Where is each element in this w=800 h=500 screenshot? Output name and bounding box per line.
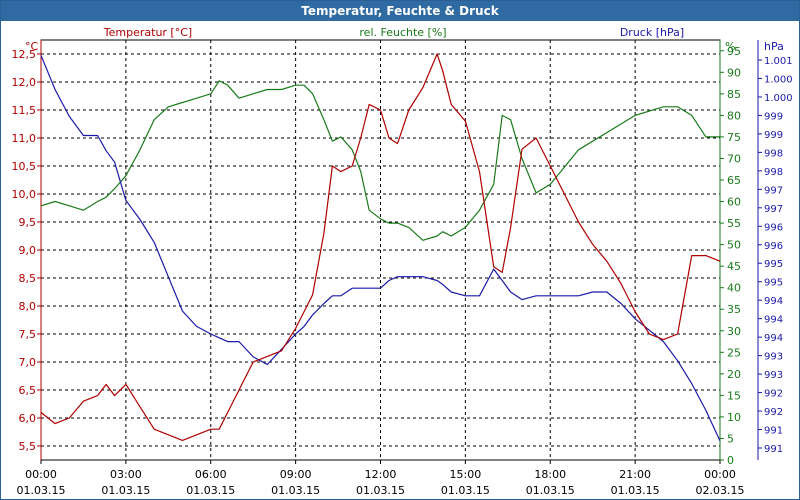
temperature-tick-label: 6,5 [19, 384, 37, 397]
pressure-tick-label: 994 [764, 296, 783, 307]
temperature-tick-label: 10,0 [12, 188, 37, 201]
temperature-tick-label: 5,5 [19, 440, 37, 453]
temperature-unit-label: °C [25, 40, 39, 53]
humidity-tick-label: 20 [727, 368, 741, 381]
pressure-unit-label: hPa [764, 40, 784, 53]
pressure-tick-label: 993 [764, 370, 783, 381]
temperature-tick-label: 12,5 [12, 48, 37, 61]
pressure-tick-label: 992 [764, 389, 783, 400]
pressure-tick-label: 993 [764, 352, 783, 363]
chart-title: Temperatur, Feuchte & Druck [1, 1, 799, 21]
humidity-tick-label: 35 [727, 303, 741, 316]
humidity-tick-label: 30 [727, 325, 741, 338]
x-tick-label-time: 15:00 [450, 468, 482, 481]
x-tick-label-time: 03:00 [110, 468, 142, 481]
humidity-tick-label: 25 [727, 346, 741, 359]
legend-humidity: rel. Feuchte [%] [359, 26, 446, 39]
temperature-tick-label: 9,5 [19, 216, 37, 229]
x-tick-label-date: 02.03.15 [696, 484, 745, 497]
x-tick-label-date: 01.03.15 [271, 484, 320, 497]
temperature-tick-label: 12,0 [12, 76, 37, 89]
pressure-tick-label: 994 [764, 333, 783, 344]
temperature-series-line [40, 53, 721, 441]
humidity-tick-label: 90 [727, 66, 741, 79]
pressure-tick-label: 991 [764, 444, 783, 455]
x-tick-label-time: 00:00 [25, 468, 57, 481]
pressure-tick-label: 996 [764, 241, 783, 252]
humidity-tick-label: 65 [727, 174, 741, 187]
pressure-tick-label: 998 [764, 167, 783, 178]
x-tick-label-date: 01.03.15 [356, 484, 405, 497]
temperature-tick-label: 10,5 [12, 160, 37, 173]
humidity-tick-label: 80 [727, 109, 741, 122]
temperature-tick-label: 11,0 [12, 132, 37, 145]
pressure-tick-label: 997 [764, 204, 783, 215]
humidity-tick-label: 60 [727, 196, 741, 209]
humidity-tick-label: 85 [727, 88, 741, 101]
legend-temperature: Temperatur [°C] [103, 26, 192, 39]
x-tick-label-time: 00:00 [704, 468, 736, 481]
pressure-tick-label: 996 [764, 222, 783, 233]
x-tick-label-date: 01.03.15 [526, 484, 575, 497]
x-tick-label-time: 21:00 [619, 468, 651, 481]
pressure-tick-label: 992 [764, 407, 783, 418]
humidity-series-line [40, 80, 720, 241]
pressure-tick-label: 995 [764, 278, 783, 289]
temperature-tick-label: 7,5 [19, 328, 37, 341]
x-tick-label-date: 01.03.15 [441, 484, 490, 497]
humidity-tick-label: 50 [727, 239, 741, 252]
temperature-tick-label: 6,0 [19, 412, 37, 425]
temperature-tick-label: 9,0 [19, 244, 37, 257]
pressure-series-line [40, 55, 721, 442]
pressure-tick-label: 1.001 [764, 56, 793, 67]
x-tick-label-date: 01.03.15 [186, 484, 235, 497]
pressure-tick-label: 999 [764, 130, 783, 141]
humidity-tick-label: 95 [727, 45, 741, 58]
legend-pressure: Druck [hPa] [620, 26, 684, 39]
humidity-tick-label: 70 [727, 152, 741, 165]
temperature-tick-label: 8,0 [19, 300, 37, 313]
x-tick-label-date: 01.03.15 [17, 484, 66, 497]
humidity-tick-label: 55 [727, 217, 741, 230]
pressure-tick-label: 998 [764, 148, 783, 159]
humidity-tick-label: 75 [727, 131, 741, 144]
x-tick-label-time: 12:00 [365, 468, 397, 481]
humidity-tick-label: 40 [727, 282, 741, 295]
pressure-tick-label: 995 [764, 259, 783, 270]
x-tick-label-date: 01.03.15 [101, 484, 150, 497]
x-tick-label-time: 18:00 [534, 468, 566, 481]
pressure-tick-label: 991 [764, 426, 783, 437]
x-tick-label-time: 09:00 [280, 468, 312, 481]
humidity-tick-label: 15 [727, 389, 741, 402]
humidity-tick-label: 0 [727, 454, 734, 467]
humidity-tick-label: 5 [727, 432, 734, 445]
x-tick-label-date: 01.03.15 [611, 484, 660, 497]
x-tick-label-time: 06:00 [195, 468, 227, 481]
pressure-tick-label: 999 [764, 111, 783, 122]
temperature-tick-label: 7,0 [19, 356, 37, 369]
pressure-tick-label: 997 [764, 185, 783, 196]
humidity-unit-label: % [725, 40, 735, 53]
pressure-tick-label: 1.000 [764, 74, 793, 85]
temperature-tick-label: 8,5 [19, 272, 37, 285]
pressure-tick-label: 994 [764, 315, 783, 326]
humidity-tick-label: 45 [727, 260, 741, 273]
temperature-tick-label: 11,5 [12, 104, 37, 117]
humidity-tick-label: 10 [727, 411, 741, 424]
pressure-tick-label: 1.000 [764, 93, 793, 104]
